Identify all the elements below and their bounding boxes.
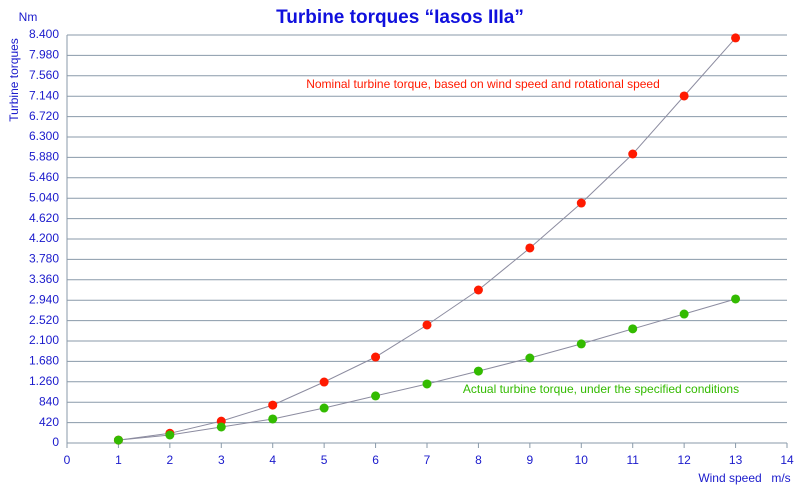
data-point	[422, 320, 432, 330]
y-tick-label: 3.780	[29, 252, 59, 266]
y-tick-label: 8.400	[29, 27, 59, 41]
y-tick-label: 2.520	[29, 313, 59, 327]
data-point	[319, 377, 329, 387]
data-point	[628, 149, 638, 159]
series-annotation: Nominal turbine torque, based on wind sp…	[306, 77, 660, 91]
y-tick-label: 420	[39, 415, 59, 429]
y-tick-label: 7.560	[29, 68, 59, 82]
y-tick-label: 6.300	[29, 129, 59, 143]
y-tick-label: 4.620	[29, 211, 59, 225]
x-tick-label: 10	[575, 453, 589, 467]
x-tick-label: 4	[269, 453, 276, 467]
x-tick-label: 5	[321, 453, 328, 467]
data-point	[473, 366, 483, 376]
y-tick-label: 5.460	[29, 170, 59, 184]
data-point	[113, 435, 123, 445]
x-axis-title: Wind speed	[698, 471, 761, 485]
data-point	[679, 91, 689, 101]
data-point	[268, 400, 278, 410]
data-point	[216, 422, 226, 432]
y-tick-label: 1.680	[29, 354, 59, 368]
y-tick-label: 7.140	[29, 88, 59, 102]
x-tick-label: 7	[424, 453, 431, 467]
y-tick-label: 840	[39, 394, 59, 408]
data-point	[165, 430, 175, 440]
y-tick-label: 5.040	[29, 190, 59, 204]
y-tick-label: 0	[52, 435, 59, 449]
data-point	[525, 243, 535, 253]
x-unit: m/s	[771, 471, 790, 485]
data-point	[371, 352, 381, 362]
x-tick-label: 3	[218, 453, 225, 467]
data-point	[576, 198, 586, 208]
x-tick-label: 11	[626, 453, 639, 467]
series-annotation: Actual turbine torque, under the specifi…	[463, 382, 739, 396]
y-tick-label: 5.880	[29, 150, 59, 164]
y-tick-label: 2.100	[29, 333, 59, 347]
data-point	[628, 324, 638, 334]
x-tick-label: 12	[677, 453, 691, 467]
x-tick-label: 6	[372, 453, 379, 467]
data-point	[525, 353, 535, 363]
data-point	[268, 414, 278, 424]
x-tick-label: 14	[780, 453, 794, 467]
y-tick-label: 6.720	[29, 109, 59, 123]
x-tick-label: 8	[475, 453, 482, 467]
data-point	[576, 339, 586, 349]
x-tick-label: 13	[729, 453, 743, 467]
x-tick-label: 1	[115, 453, 122, 467]
y-axis-title: Turbine torques	[7, 38, 21, 122]
y-tick-label: 2.940	[29, 292, 59, 306]
data-point	[371, 391, 381, 401]
y-tick-label: 1.260	[29, 374, 59, 388]
y-tick-label: 4.200	[29, 231, 59, 245]
chart-title: Turbine torques “Iasos IIIa”	[276, 7, 524, 28]
y-tick-label: 3.360	[29, 272, 59, 286]
data-point	[731, 33, 741, 43]
y-tick-label: 7.980	[29, 48, 59, 62]
x-tick-label: 9	[527, 453, 534, 467]
data-point	[473, 285, 483, 295]
data-point	[319, 403, 329, 413]
x-tick-label: 0	[64, 453, 71, 467]
data-point	[422, 379, 432, 389]
y-unit: Nm	[19, 10, 38, 24]
data-point	[679, 309, 689, 319]
x-tick-label: 2	[167, 453, 174, 467]
data-point	[731, 294, 741, 304]
